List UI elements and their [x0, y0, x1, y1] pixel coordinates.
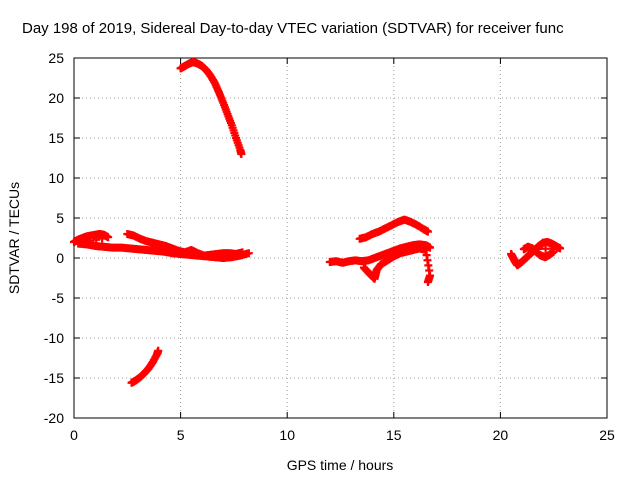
data-point	[423, 278, 432, 286]
data-point	[154, 346, 163, 355]
data-point	[104, 233, 113, 242]
data-point	[238, 248, 247, 257]
y-axis-label: SDTVAR / TECUs	[6, 182, 22, 294]
series-segment-6	[355, 215, 432, 243]
y-tick-label: 25	[48, 50, 64, 66]
data-points	[70, 58, 565, 387]
y-tick-label: -10	[44, 330, 64, 346]
y-tick-label: 0	[56, 250, 64, 266]
x-axis-label: GPS time / hours	[287, 457, 394, 473]
series-segment-4	[127, 346, 163, 387]
y-tick-label: -5	[52, 290, 65, 306]
y-tick-label: 20	[48, 90, 64, 106]
data-point	[426, 243, 435, 252]
data-point	[423, 227, 432, 236]
y-tick-label: 10	[48, 170, 64, 186]
series-segment-7	[359, 244, 435, 286]
x-tick-label: 5	[177, 427, 185, 443]
series-segment-2	[123, 230, 247, 260]
data-point	[541, 244, 550, 253]
data-point	[237, 150, 246, 158]
x-tick-label: 15	[386, 427, 402, 443]
y-tick-label: 15	[48, 130, 64, 146]
y-tick-label: 5	[56, 210, 64, 226]
axis-ticks: 0 5 10 15 20 25 -20 -15 -10 -5 0 5 10 15 20 25	[44, 50, 615, 443]
data-point	[556, 244, 565, 253]
series-segment-3	[176, 58, 246, 158]
x-tick-label: 0	[70, 427, 78, 443]
x-tick-label: 10	[279, 427, 295, 443]
y-tick-label: -20	[44, 410, 64, 426]
x-tick-label: 20	[493, 427, 509, 443]
chart-title: Day 198 of 2019, Sidereal Day-to-day VTE…	[22, 20, 564, 37]
grid-lines	[74, 58, 607, 418]
x-tick-label: 25	[599, 427, 615, 443]
y-tick-label: -15	[44, 370, 64, 386]
data-point	[98, 234, 107, 243]
series-segment-8	[507, 238, 565, 270]
data-point	[549, 247, 558, 256]
